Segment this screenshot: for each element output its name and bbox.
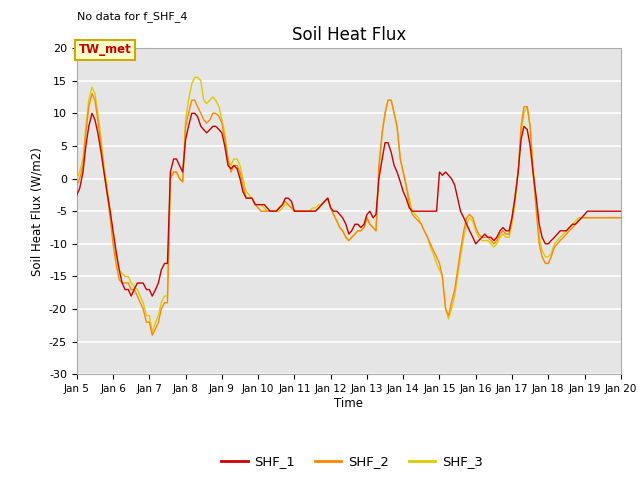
- Y-axis label: Soil Heat Flux (W/m2): Soil Heat Flux (W/m2): [30, 147, 44, 276]
- Legend: SHF_1, SHF_2, SHF_3: SHF_1, SHF_2, SHF_3: [216, 450, 488, 473]
- Title: Soil Heat Flux: Soil Heat Flux: [292, 25, 406, 44]
- Text: TW_met: TW_met: [79, 43, 131, 56]
- Text: No data for f_SHF_4: No data for f_SHF_4: [77, 11, 188, 22]
- X-axis label: Time: Time: [334, 397, 364, 410]
